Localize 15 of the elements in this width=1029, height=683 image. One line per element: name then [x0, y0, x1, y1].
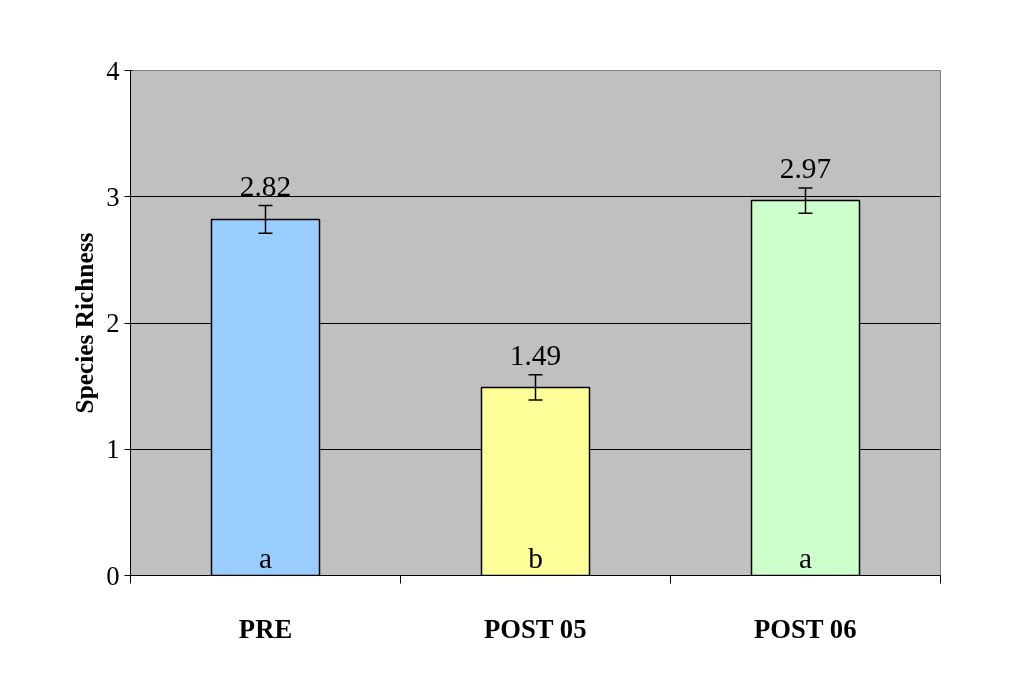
data-label: 1.49 [509, 338, 562, 371]
data-label: 2.97 [779, 151, 832, 184]
data-label: 2.82 [239, 169, 292, 202]
y-tick-label: 0 [106, 560, 120, 591]
annotation: b [528, 541, 543, 574]
y-tick-label: 3 [106, 181, 120, 212]
x-tick-label: PRE [238, 613, 293, 644]
y-tick-label: 4 [106, 55, 120, 86]
annotation: a [258, 541, 273, 574]
x-tick-label: POST 05 [484, 613, 587, 644]
y-axis-title: Species Richness [70, 232, 99, 414]
y-tick-label: 2 [106, 308, 120, 338]
y-tick-label: 1 [106, 434, 120, 465]
x-tick-label: POST 06 [754, 613, 857, 644]
annotation: a [798, 541, 813, 574]
